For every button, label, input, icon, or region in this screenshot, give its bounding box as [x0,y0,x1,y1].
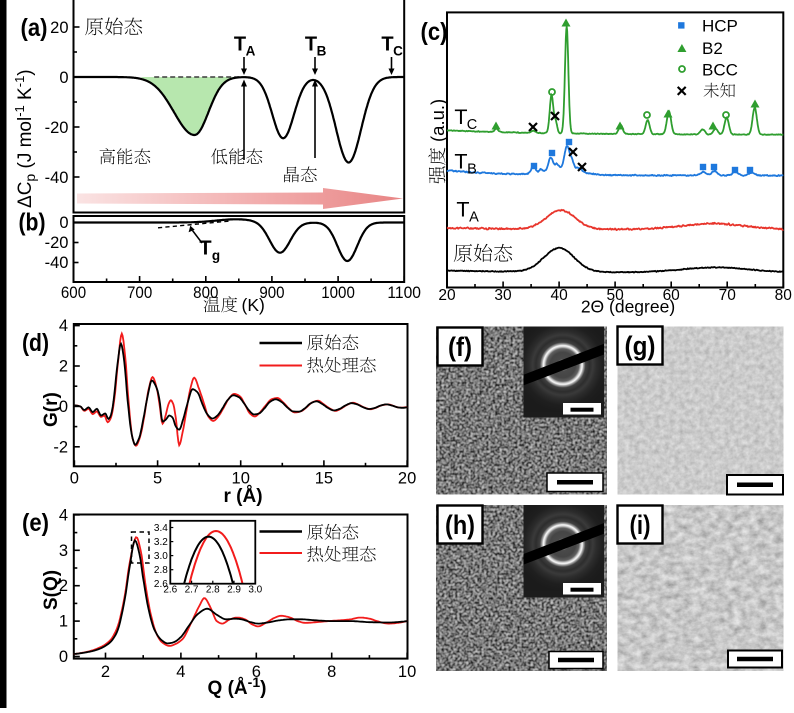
svg-text:B: B [317,44,327,59]
svg-text:2.8: 2.8 [154,565,168,576]
svg-text:2Θ (degree): 2Θ (degree) [581,297,675,317]
svg-text:(h): (h) [445,510,475,540]
svg-text:-20: -20 [45,234,69,252]
svg-text:C: C [393,44,403,59]
svg-text:A: A [246,44,256,59]
svg-text:(c): (c) [421,18,448,46]
svg-text:70: 70 [719,287,737,304]
svg-text:80: 80 [775,287,793,304]
svg-text:4: 4 [59,317,68,335]
svg-text:(f): (f) [448,332,472,362]
svg-text:1: 1 [59,613,68,631]
svg-text:T: T [454,105,467,129]
svg-text:8: 8 [327,663,336,681]
svg-text:2: 2 [59,577,68,595]
svg-text:T: T [199,238,211,260]
svg-text:1100: 1100 [387,284,421,302]
svg-text:(i): (i) [630,510,651,540]
svg-text:3.0: 3.0 [248,585,262,596]
svg-text:30: 30 [494,287,512,304]
svg-text:2: 2 [101,663,110,681]
svg-text:4: 4 [176,663,185,681]
svg-text:(b): (b) [19,209,46,237]
svg-text:5: 5 [153,470,162,488]
svg-text:10: 10 [398,663,416,681]
svg-text:T: T [234,34,246,56]
svg-text:ΔCp (J mol-1 K-1): ΔCp (J mol-1 K-1) [12,69,38,208]
svg-text:T: T [454,150,467,174]
svg-text:3.4: 3.4 [154,523,168,534]
svg-text:1000: 1000 [321,284,355,302]
svg-text:2.9: 2.9 [227,585,241,596]
svg-text:700: 700 [127,284,152,302]
svg-text:(d): (d) [22,329,49,357]
svg-text:20: 20 [438,287,456,304]
svg-text:800: 800 [193,284,218,302]
svg-text:HCP: HCP [702,17,738,36]
svg-text:T: T [381,34,393,56]
svg-text:BCC: BCC [702,61,738,80]
svg-text:3.2: 3.2 [154,537,168,548]
svg-text:3.0: 3.0 [154,551,168,562]
svg-text:G(r): G(r) [41,392,62,427]
svg-text:-40: -40 [45,254,69,272]
svg-text:(a.u.): (a.u.) [427,99,448,142]
svg-text:15: 15 [315,470,333,488]
svg-text:(e): (e) [22,509,49,537]
svg-text:10: 10 [232,470,250,488]
svg-text:C: C [467,117,477,133]
svg-text:6: 6 [252,663,261,681]
svg-text:B2: B2 [702,39,723,58]
svg-text:-2: -2 [53,438,68,456]
svg-text:2.6: 2.6 [154,579,168,590]
svg-text:3: 3 [59,542,68,560]
svg-text:-20: -20 [45,119,69,137]
svg-text:0: 0 [59,69,68,87]
svg-text:A: A [469,210,479,226]
svg-text:(g): (g) [625,331,656,361]
svg-text:2: 2 [59,358,68,376]
svg-text:2.8: 2.8 [206,585,220,596]
svg-text:20: 20 [398,470,416,488]
svg-text:0: 0 [70,470,79,488]
svg-text:T: T [305,34,317,56]
svg-text:S(Q): S(Q) [41,570,62,610]
svg-text:(K): (K) [242,295,265,315]
svg-text:600: 600 [61,284,86,302]
svg-text:r (Å): r (Å) [223,486,262,507]
svg-text:0: 0 [59,214,68,232]
svg-text:900: 900 [259,284,284,302]
svg-text:(a): (a) [21,14,48,42]
svg-text:B: B [467,162,477,178]
svg-text:20: 20 [50,19,68,37]
svg-text:0: 0 [59,398,68,416]
svg-text:50: 50 [607,287,625,304]
svg-text:40: 40 [550,287,568,304]
svg-text:60: 60 [663,287,681,304]
svg-text:-40: -40 [45,169,69,187]
svg-text:0: 0 [59,648,68,666]
svg-text:2.7: 2.7 [185,585,199,596]
svg-text:4: 4 [59,506,68,524]
svg-text:T: T [456,198,469,222]
svg-text:2.6: 2.6 [163,585,177,596]
svg-text:g: g [212,248,220,263]
